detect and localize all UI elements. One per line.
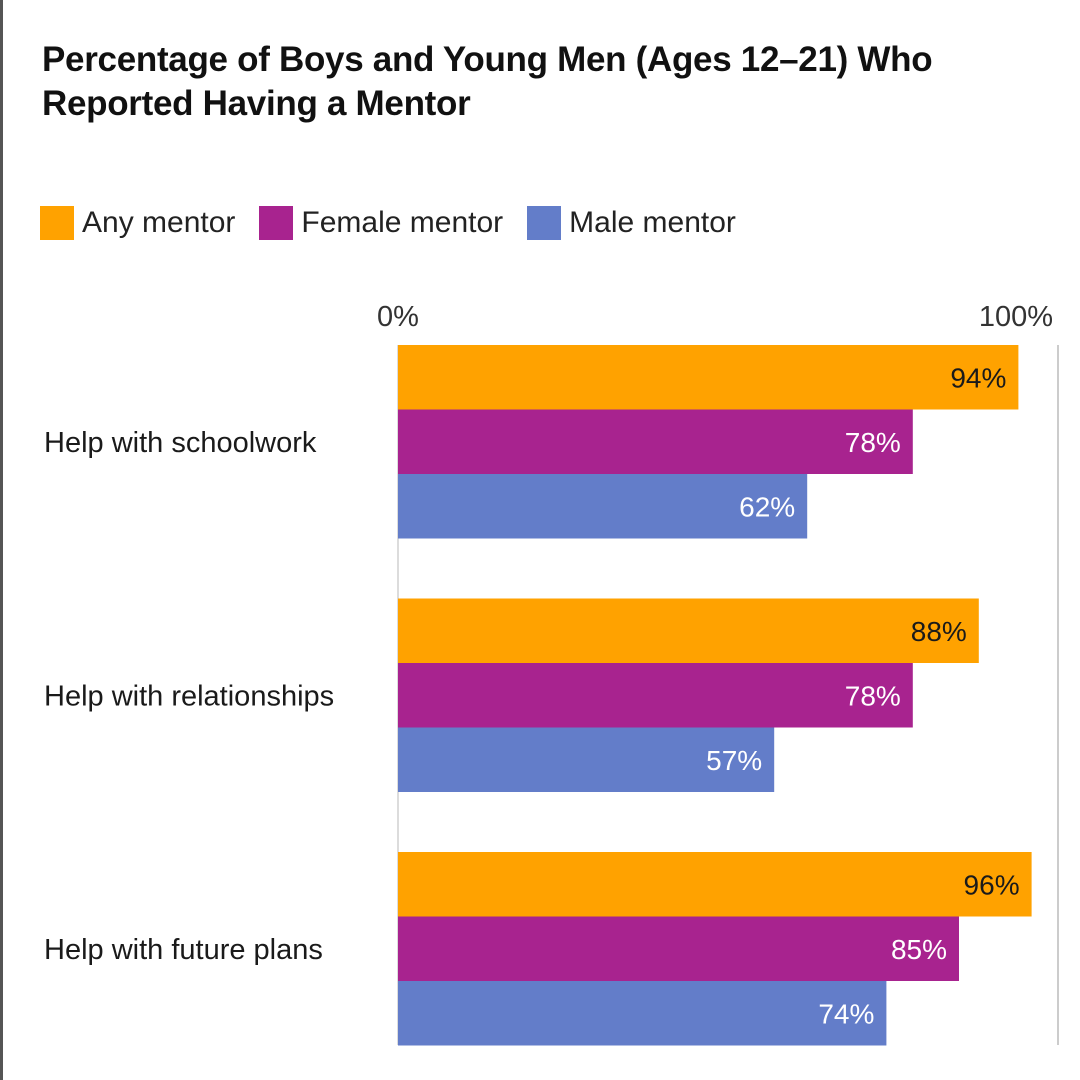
bar [398, 852, 1032, 917]
legend-item-female-mentor: Female mentor [259, 206, 503, 240]
bar [398, 916, 959, 981]
bar-value-label: 96% [964, 869, 1020, 900]
bar-value-label: 88% [911, 616, 967, 647]
legend-swatch-male-mentor [527, 206, 562, 240]
chart-title: Percentage of Boys and Young Men (Ages 1… [42, 40, 933, 123]
bar-value-label: 85% [891, 934, 947, 965]
bar-value-label: 78% [845, 680, 901, 711]
bar-value-label: 78% [845, 427, 901, 458]
bar [398, 345, 1019, 410]
legend-swatch-female-mentor [259, 206, 294, 240]
legend-label-any-mentor: Any mentor [82, 206, 236, 239]
bar [398, 409, 913, 474]
bar [398, 474, 808, 539]
bar [398, 663, 913, 728]
legend-label-female-mentor: Female mentor [301, 206, 504, 239]
legend-item-any-mentor: Any mentor [40, 206, 235, 240]
bar [398, 598, 979, 663]
x-tick-label: 100% [979, 301, 1053, 333]
category-label: Help with schoolwork [44, 427, 317, 459]
category-label: Help with future plans [44, 934, 323, 966]
bar-value-label: 94% [950, 362, 1006, 393]
bar-value-label: 74% [818, 998, 874, 1029]
legend-item-male-mentor: Male mentor [527, 206, 736, 240]
bar-value-label: 62% [739, 491, 795, 522]
bar [398, 981, 887, 1046]
legend: Any mentor Female mentor Male mentor [40, 203, 760, 243]
bar [398, 727, 775, 792]
category-label: Help with relationships [44, 680, 334, 712]
legend-label-male-mentor: Male mentor [569, 206, 736, 239]
bar-value-label: 57% [706, 745, 762, 776]
left-frame-border [0, 0, 3, 1080]
x-tick-label: 0% [377, 301, 419, 333]
legend-swatch-any-mentor [40, 206, 74, 240]
